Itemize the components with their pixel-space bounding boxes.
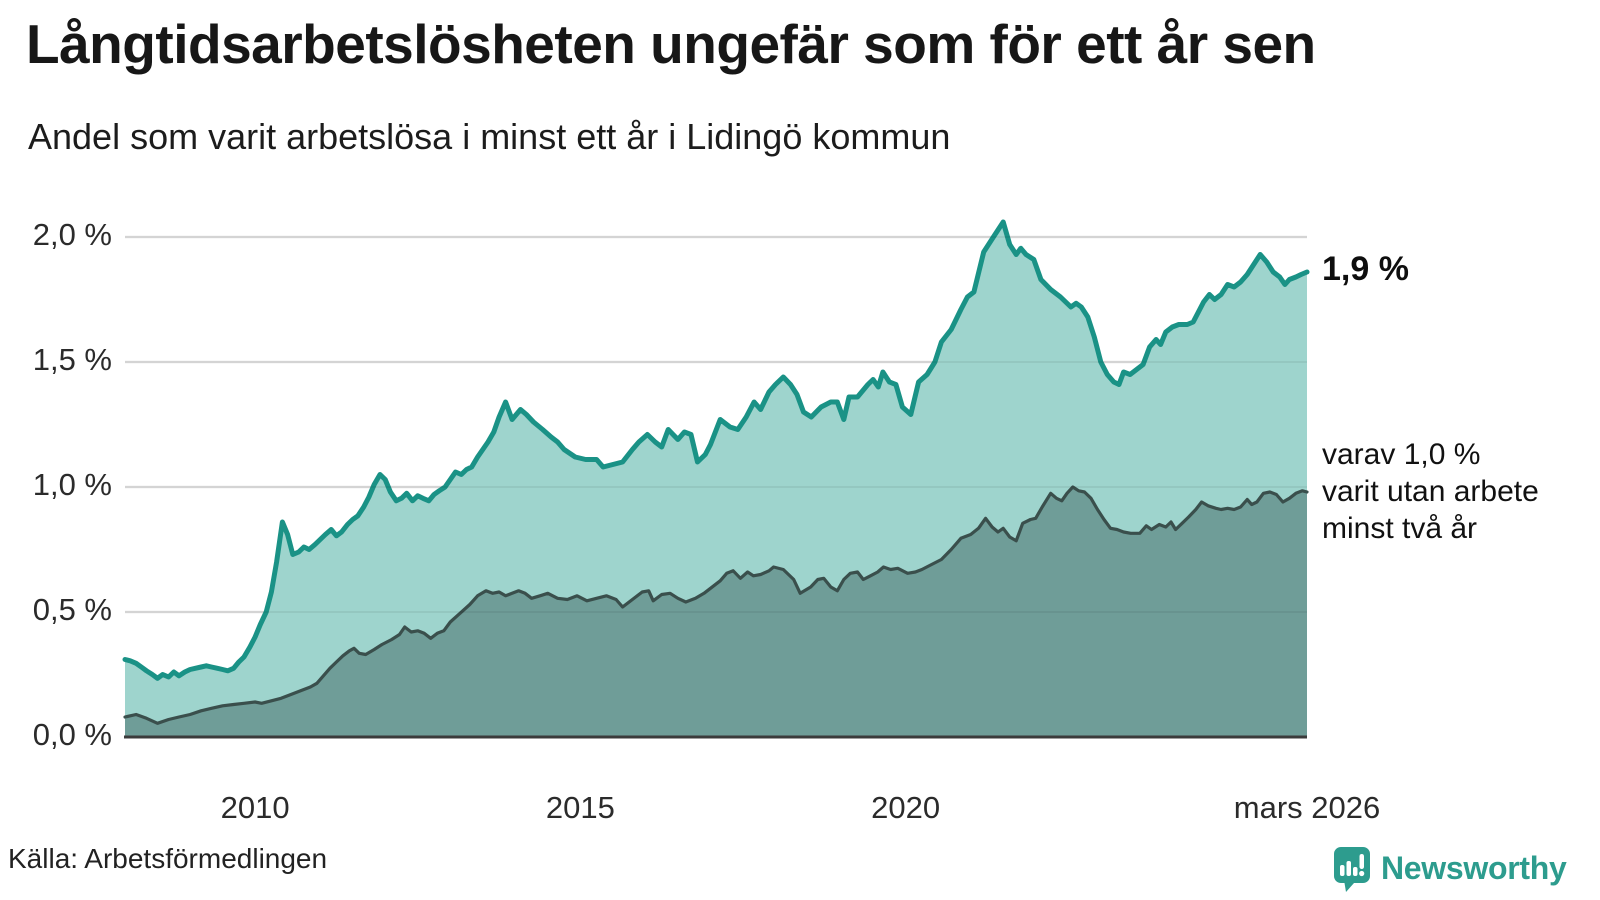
source-note: Källa: Arbetsförmedlingen [8, 843, 328, 874]
y-axis-tick-label: 1,0 % [32, 467, 112, 502]
y-axis-tick-label: 0,5 % [32, 592, 112, 627]
x-axis-tick-label: 2015 [545, 790, 615, 825]
x-axis-tick-label: 2020 [871, 790, 941, 825]
y-axis-tick-label: 2,0 % [32, 217, 112, 252]
chart-subtitle: Andel som varit arbetslösa i minst ett å… [28, 116, 951, 157]
series2-line [123, 485, 1309, 725]
series2-annotation-line1: varav 1,0 % [1322, 438, 1481, 471]
y-axis-tick-label: 0,0 % [32, 717, 112, 752]
newsworthy-logo: Newsworthy [1332, 845, 1567, 892]
x-axis-tick-label: 2010 [220, 790, 290, 825]
series2-annotation-line3: minst två år [1322, 512, 1478, 545]
series2-annotation: varav 1,0 % varit utan arbete minst två … [1322, 436, 1539, 547]
series2-area [125, 487, 1307, 737]
series1-latest-value-label: 1,9 % [1322, 250, 1409, 288]
newsworthy-icon [1334, 847, 1370, 892]
x-axis-tick-label: mars 2026 [1233, 790, 1381, 825]
series2-annotation-line2: varit utan arbete [1322, 475, 1539, 508]
series1-line [122, 219, 1310, 681]
newsworthy-wordmark: Newsworthy [1381, 850, 1567, 886]
page-title: Långtidsarbetslösheten ungefär som för e… [26, 13, 1316, 75]
y-axis-tick-label: 1,5 % [32, 342, 112, 377]
